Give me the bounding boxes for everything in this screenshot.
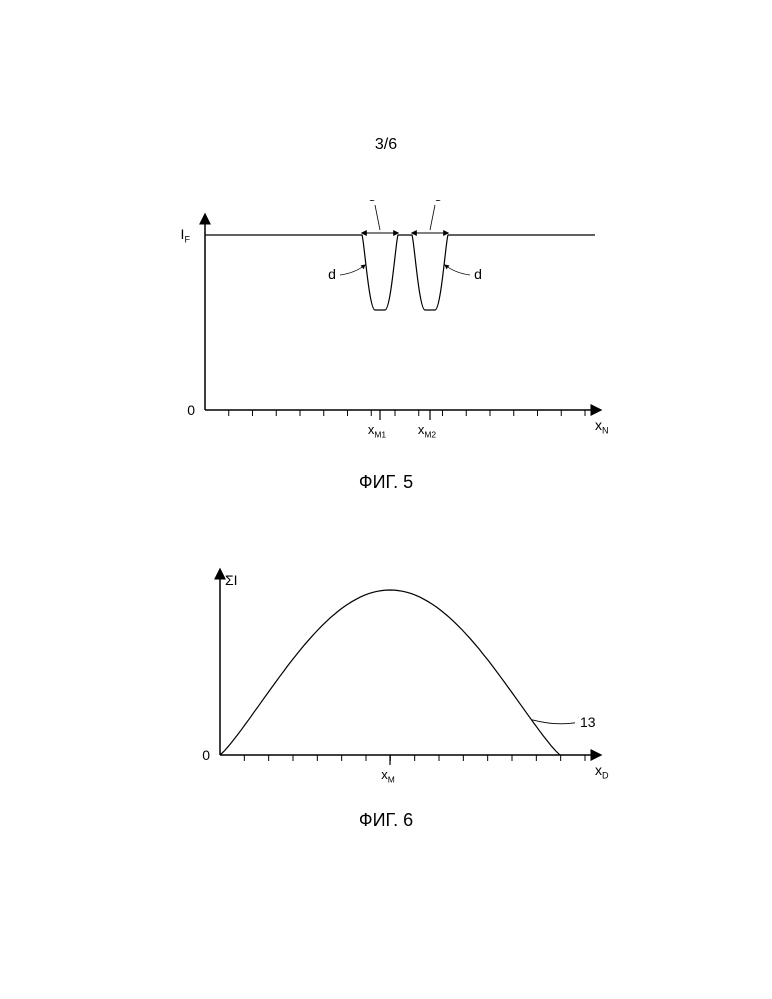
svg-text:0: 0: [202, 747, 210, 763]
figure-6-svg: 13 ΣI 0 xD xM: [165, 555, 615, 805]
svg-text:xM: xM: [381, 767, 395, 784]
svg-text:8: 8: [434, 200, 442, 204]
figure-5-svg: IF 0 xN xM1 xM2 8 8 d d: [165, 200, 615, 460]
svg-text:xM1: xM1: [368, 422, 387, 439]
page-number: 3/6: [0, 136, 772, 154]
page: 3/6 IF 0 xN xM1 xM2 8 8 d d ФИГ. 5 13 ΣI 0 xD xM ФИГ…: [0, 0, 772, 999]
svg-text:d: d: [474, 266, 482, 282]
figure-6: 13 ΣI 0 xD xM: [165, 555, 615, 805]
svg-text:0: 0: [187, 402, 195, 418]
figure-5: IF 0 xN xM1 xM2 8 8 d d: [165, 200, 615, 460]
svg-text:xN: xN: [595, 417, 609, 436]
figure-6-caption: ФИГ. 6: [0, 810, 772, 831]
svg-text:ΣI: ΣI: [225, 572, 238, 588]
svg-text:d: d: [328, 266, 336, 282]
svg-text:8: 8: [368, 200, 376, 204]
svg-text:xM2: xM2: [418, 422, 437, 439]
figure-5-caption: ФИГ. 5: [0, 472, 772, 493]
svg-text:13: 13: [580, 714, 596, 730]
svg-text:xD: xD: [595, 762, 609, 781]
svg-text:IF: IF: [181, 226, 191, 245]
